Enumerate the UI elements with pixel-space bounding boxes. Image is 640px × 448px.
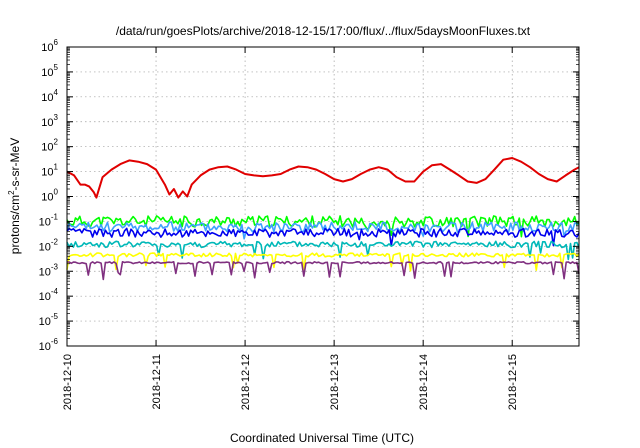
x-tick-label: 2018-12-14 [418,354,430,410]
x-axis-label: Coordinated Universal Time (UTC) [230,431,414,445]
y-axis-label-prefix: protons/cm [8,195,22,254]
y-tick-exponent: 6 [54,38,59,47]
y-tick-label: 10-2 [39,237,59,253]
y-tick-base: 10 [39,291,51,303]
y-tick-label: 102 [41,138,58,154]
y-tick-base: 10 [39,266,51,278]
y-tick-base: 10 [39,216,51,228]
y-tick-base: 10 [39,241,51,253]
y-tick-exponent: -3 [51,262,59,271]
series-line [67,260,580,281]
series-line [66,215,580,238]
y-tick-label: 105 [41,63,58,79]
chart-title: /data/run/goesPlots/archive/2018-12-15/1… [116,24,531,38]
y-tick-label: 10-4 [39,287,59,303]
y-tick-exponent: -6 [51,337,59,346]
grid-lines [67,47,579,346]
y-axis-label-suffix: -s-sr-MeV [8,138,22,191]
x-tick-label: 2018-12-10 [62,354,74,410]
y-tick-base: 10 [41,167,53,179]
y-tick-exponent: 0 [54,188,59,197]
y-tick-base: 10 [41,192,53,204]
y-tick-exponent: 5 [54,63,59,72]
x-axis-ticks: 2018-12-10 2018-12-11 2018-12-12 2018-12-13… [62,47,519,410]
y-tick-exponent: -4 [51,287,59,296]
y-axis-label-sup: 2 [7,190,16,195]
y-tick-exponent: -2 [51,237,59,246]
x-tick-label: 2018-12-13 [329,354,341,410]
y-tick-base: 10 [41,117,53,129]
series-line [66,252,580,272]
y-tick-label: 10-3 [39,262,59,278]
y-tick-exponent: 1 [54,163,59,172]
y-tick-label: 103 [41,113,58,129]
series-line [66,240,580,261]
x-tick-label: 2018-12-15 [507,354,519,410]
y-axis-label: protons/cm2-s-sr-MeV [7,138,22,254]
series-line [66,221,580,240]
y-tick-base: 10 [39,341,51,353]
y-tick-base: 10 [41,42,53,54]
y-tick-base: 10 [41,92,53,104]
y-tick-label: 104 [41,88,58,104]
y-tick-label: 100 [41,188,58,204]
y-tick-exponent: 2 [54,138,59,147]
x-tick-label: 2018-12-11 [151,354,163,409]
y-axis-ticks: 10610510410310210110010-110-210-310-410-… [39,38,579,353]
data-series [66,157,580,281]
y-tick-label: 101 [41,163,58,179]
y-tick-exponent: 3 [54,113,59,122]
y-tick-label: 106 [41,38,58,54]
series-line [66,227,580,247]
y-tick-label: 10-1 [39,212,59,228]
x-tick-label: 2018-12-12 [240,354,252,410]
y-tick-label: 10-5 [39,312,59,328]
y-tick-base: 10 [41,67,53,79]
y-tick-exponent: 4 [54,88,59,97]
y-tick-exponent: -5 [51,312,59,321]
y-tick-label: 10-6 [39,337,59,353]
y-tick-exponent: -1 [51,212,59,221]
y-tick-base: 10 [41,142,53,154]
series-line [66,157,580,199]
y-tick-base: 10 [39,316,51,328]
